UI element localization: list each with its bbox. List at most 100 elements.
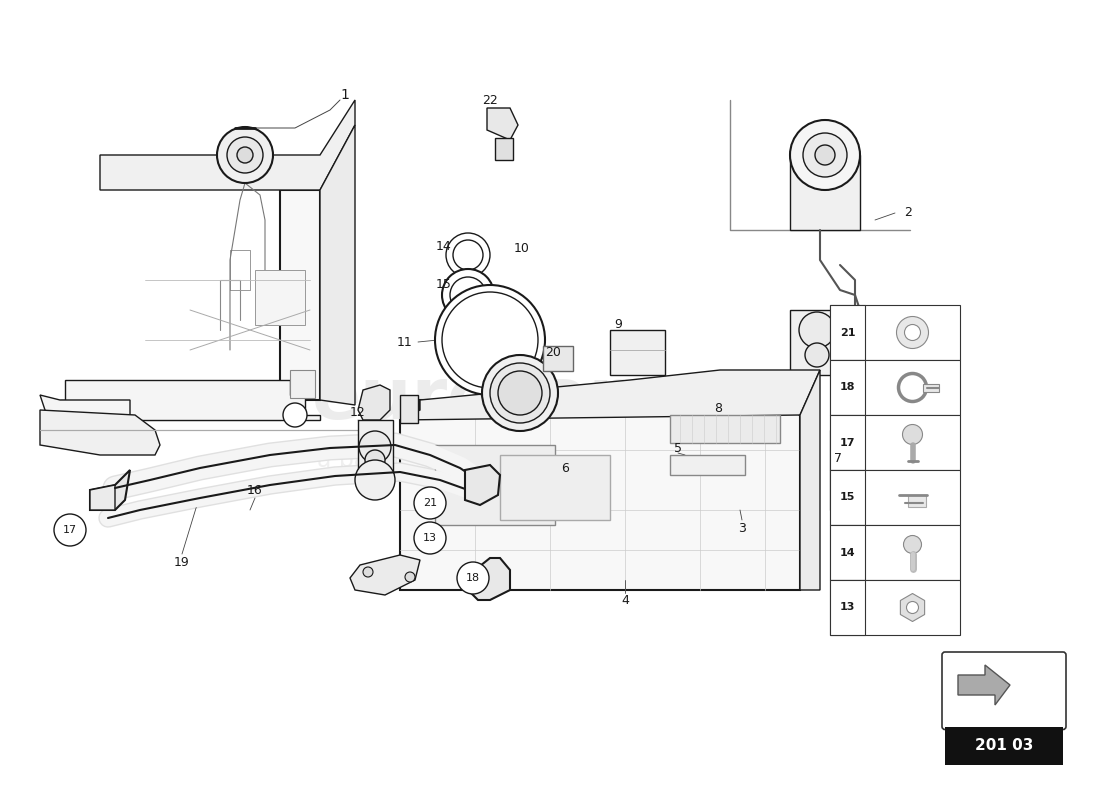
- Circle shape: [803, 133, 847, 177]
- Text: 19: 19: [174, 557, 190, 570]
- Bar: [830, 525, 960, 580]
- Circle shape: [450, 277, 486, 313]
- Circle shape: [899, 374, 926, 402]
- Bar: [790, 155, 860, 230]
- Text: 18: 18: [839, 382, 856, 393]
- Circle shape: [365, 450, 385, 470]
- Circle shape: [442, 269, 494, 321]
- Text: a passion for cars since 1995: a passion for cars since 1995: [317, 448, 663, 472]
- Circle shape: [815, 145, 835, 165]
- Circle shape: [442, 292, 538, 388]
- Text: 5: 5: [674, 442, 682, 454]
- Bar: [543, 346, 573, 371]
- Polygon shape: [958, 665, 1010, 705]
- Bar: [434, 445, 556, 525]
- Polygon shape: [40, 410, 159, 455]
- Bar: [610, 330, 665, 375]
- Circle shape: [790, 120, 860, 190]
- Bar: [830, 525, 865, 580]
- Text: 15: 15: [839, 493, 855, 502]
- Circle shape: [456, 562, 490, 594]
- Circle shape: [498, 371, 542, 415]
- Bar: [908, 494, 925, 506]
- Bar: [255, 270, 305, 325]
- Text: 14: 14: [839, 547, 856, 558]
- Text: 6: 6: [561, 462, 569, 474]
- Text: 17: 17: [63, 525, 77, 535]
- Bar: [400, 395, 418, 423]
- Circle shape: [414, 522, 446, 554]
- Text: 13: 13: [839, 602, 855, 613]
- Bar: [945, 726, 1063, 765]
- Circle shape: [902, 425, 923, 445]
- Text: 3: 3: [738, 522, 746, 534]
- Text: 15: 15: [436, 278, 452, 291]
- Bar: [495, 138, 513, 160]
- Circle shape: [906, 602, 918, 614]
- Circle shape: [227, 137, 263, 173]
- Polygon shape: [60, 380, 320, 420]
- Bar: [830, 360, 960, 415]
- Bar: [830, 580, 865, 635]
- FancyBboxPatch shape: [942, 652, 1066, 730]
- Bar: [830, 430, 890, 510]
- Polygon shape: [800, 370, 820, 590]
- Polygon shape: [320, 125, 355, 405]
- Polygon shape: [40, 395, 130, 420]
- Circle shape: [236, 147, 253, 163]
- Text: 201 03: 201 03: [975, 738, 1033, 754]
- Circle shape: [799, 312, 835, 348]
- Circle shape: [54, 514, 86, 546]
- Circle shape: [896, 317, 928, 349]
- Polygon shape: [901, 594, 925, 622]
- Text: 13: 13: [424, 533, 437, 543]
- Text: eurocars: eurocars: [312, 366, 668, 434]
- Bar: [290, 370, 315, 398]
- Text: 12: 12: [350, 406, 366, 419]
- Bar: [500, 455, 610, 520]
- Text: 2: 2: [904, 206, 912, 219]
- Bar: [830, 470, 960, 525]
- Circle shape: [355, 460, 395, 500]
- Text: 1: 1: [341, 88, 350, 102]
- Polygon shape: [487, 108, 518, 140]
- Bar: [830, 305, 865, 360]
- Circle shape: [414, 487, 446, 519]
- Circle shape: [434, 285, 544, 395]
- Circle shape: [482, 355, 558, 431]
- Circle shape: [446, 233, 490, 277]
- Text: 11: 11: [397, 335, 412, 349]
- Text: 14: 14: [436, 241, 452, 254]
- Bar: [830, 415, 865, 470]
- Polygon shape: [90, 470, 130, 510]
- Text: 4: 4: [621, 594, 629, 606]
- Circle shape: [283, 403, 307, 427]
- Text: 7: 7: [834, 451, 842, 465]
- Circle shape: [490, 363, 550, 423]
- Circle shape: [904, 325, 921, 341]
- Bar: [790, 310, 845, 375]
- Bar: [670, 455, 745, 475]
- Bar: [923, 383, 938, 391]
- Circle shape: [217, 127, 273, 183]
- Text: 22: 22: [482, 94, 498, 106]
- Text: 8: 8: [714, 402, 722, 414]
- Text: 21: 21: [839, 327, 856, 338]
- Circle shape: [359, 431, 390, 463]
- Circle shape: [903, 535, 922, 554]
- Polygon shape: [90, 485, 116, 510]
- Circle shape: [453, 240, 483, 270]
- Polygon shape: [350, 555, 420, 595]
- Circle shape: [405, 572, 415, 582]
- Text: 17: 17: [839, 438, 856, 447]
- Polygon shape: [465, 465, 501, 505]
- Polygon shape: [100, 100, 355, 190]
- Polygon shape: [400, 370, 820, 420]
- Text: 10: 10: [514, 242, 530, 254]
- Text: 20: 20: [544, 346, 561, 359]
- Bar: [358, 420, 393, 475]
- Text: 18: 18: [466, 573, 480, 583]
- Bar: [830, 305, 960, 360]
- Circle shape: [805, 343, 829, 367]
- Bar: [830, 470, 865, 525]
